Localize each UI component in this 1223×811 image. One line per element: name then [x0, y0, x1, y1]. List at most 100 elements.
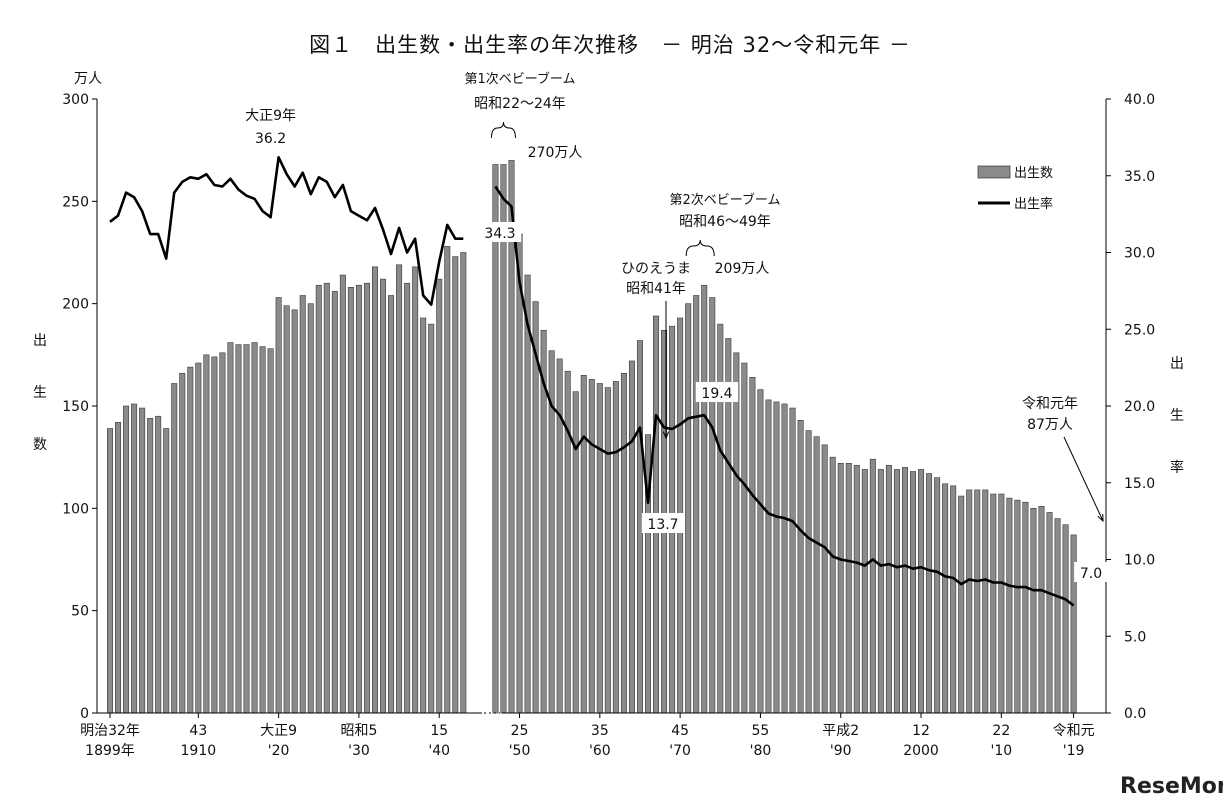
bar-1977 [733, 352, 740, 714]
y-right-tick-label: 10.0 [1124, 553, 1155, 569]
y-left-tick-label: 0 [80, 706, 89, 722]
annotation-boom1-years: 昭和22～24年 [474, 96, 566, 112]
legend-line-label: 出生率 [1014, 196, 1053, 212]
y-right-label-char: 出 [1170, 356, 1184, 372]
bar-1971 [685, 303, 692, 714]
bar-1917 [251, 342, 258, 714]
x-tick-label-sub: '80 [750, 743, 772, 759]
bar-1940 [436, 278, 443, 714]
annotation-taisho9-value: 36.2 [255, 131, 286, 147]
bar-1942 [452, 256, 459, 714]
bar-1943 [460, 252, 467, 714]
y-left-label-char: 出 [33, 333, 47, 349]
x-tick-label-sub: '20 [268, 743, 290, 759]
y-right-tick-label: 25.0 [1124, 322, 1155, 338]
annotation-reiwa-arrow-head [1097, 513, 1104, 523]
bar-1986 [805, 430, 812, 714]
chart-title: 図１ 出生数・出生率の年次推移 － 明治 32～令和元年 － [309, 33, 911, 57]
bar-2011 [1006, 497, 1013, 714]
bar-1972 [693, 295, 700, 714]
x-tick-label: 平成2 [822, 723, 859, 739]
annotation-boom2-brace [685, 239, 715, 257]
bar-1980 [757, 389, 764, 714]
bar-1979 [749, 377, 756, 714]
bar-1949 [508, 160, 515, 714]
bar-1996 [885, 465, 892, 714]
x-tick-label: 15 [430, 723, 448, 739]
y-right-label: 出生率 [1170, 356, 1184, 476]
annotation-rate-70: 7.0 [1080, 566, 1102, 582]
bar-1960 [596, 383, 603, 714]
bar-2000 [918, 469, 925, 714]
bar-2013 [1022, 501, 1029, 714]
bar-2001 [926, 473, 933, 714]
bar-2018 [1062, 524, 1069, 714]
bar-2009 [990, 493, 997, 714]
annotation-270-label: 270万人 [528, 145, 583, 161]
y-left-tick-label: 300 [62, 92, 89, 108]
y-right-tick-label: 20.0 [1124, 399, 1155, 415]
x-tick-label: 43 [189, 723, 207, 739]
bar-2008 [982, 489, 989, 714]
bar-2014 [1030, 508, 1037, 714]
annotation-hinoe-arrow-head [662, 431, 670, 440]
bar-1964 [628, 360, 635, 714]
x-tick-label: 明治32年 [80, 723, 140, 739]
annotation-rate-343: 34.3 [484, 226, 515, 242]
bar-1915 [235, 344, 242, 714]
x-tick-label: 22 [992, 723, 1010, 739]
bar-1991 [845, 463, 852, 714]
bar-2007 [974, 489, 981, 714]
annotation-hinoe-label: ひのえうま [621, 261, 691, 277]
x-tick-label-sub: 1899年 [85, 743, 135, 759]
legend-bar-label: 出生数 [1014, 166, 1053, 181]
x-tick-label: 55 [752, 723, 770, 739]
y-left-tick-label: 150 [62, 399, 89, 415]
bar-1974 [709, 297, 716, 714]
bar-2012 [1014, 499, 1021, 714]
bar-1913 [219, 352, 226, 714]
y-left-tick-label: 100 [62, 501, 89, 517]
y-right-tick-label: 35.0 [1124, 169, 1155, 185]
x-tick-label: 令和元 [1053, 723, 1095, 739]
bar-1982 [773, 401, 780, 714]
y-left-tick-label: 200 [62, 297, 89, 313]
y-left-label-char: 生 [33, 385, 47, 401]
bar-1947 [492, 164, 499, 714]
bar-1938 [420, 317, 427, 714]
bar-1906 [163, 428, 170, 714]
bar-1901 [123, 405, 130, 714]
bar-1933 [380, 278, 387, 714]
bar-1983 [781, 403, 788, 714]
bar-1959 [588, 379, 595, 714]
bar-2010 [998, 493, 1005, 714]
bar-1924 [307, 303, 314, 714]
bar-2005 [958, 495, 965, 714]
bar-1922 [291, 309, 298, 714]
y-right-label-char: 生 [1170, 408, 1184, 424]
annotation-boom2-years: 昭和46～49年 [679, 214, 771, 230]
y-right-tick-label: 30.0 [1124, 246, 1155, 262]
watermark-logo: ReseMom [1120, 774, 1223, 799]
bar-1905 [155, 415, 162, 714]
bar-1921 [283, 305, 290, 714]
bar-1916 [243, 344, 250, 714]
annotation-209-label: 209万人 [715, 261, 770, 277]
x-tick-label: 25 [511, 723, 529, 739]
x-tick-label: 12 [912, 723, 930, 739]
y-right-tick-label: 0.0 [1124, 706, 1146, 722]
bar-1950 [516, 233, 523, 714]
bar-2002 [934, 477, 941, 714]
bar-1989 [829, 456, 836, 714]
bar-1925 [315, 284, 322, 714]
annotation-reiwa-label: 令和元年 [1022, 396, 1078, 412]
bar-series-births [107, 160, 1077, 714]
bar-1990 [837, 463, 844, 714]
line-segment-prewar [109, 156, 464, 307]
x-tick-label: 35 [591, 723, 609, 739]
annotation-rate-194-bg [695, 382, 739, 402]
annotation-rate-343-bg [478, 222, 522, 242]
bar-1958 [580, 374, 587, 714]
axes: 0 50 100 150 200 250 300 0.0 5.0 10.0 15.0 20.0 25.0… [62, 92, 1155, 759]
